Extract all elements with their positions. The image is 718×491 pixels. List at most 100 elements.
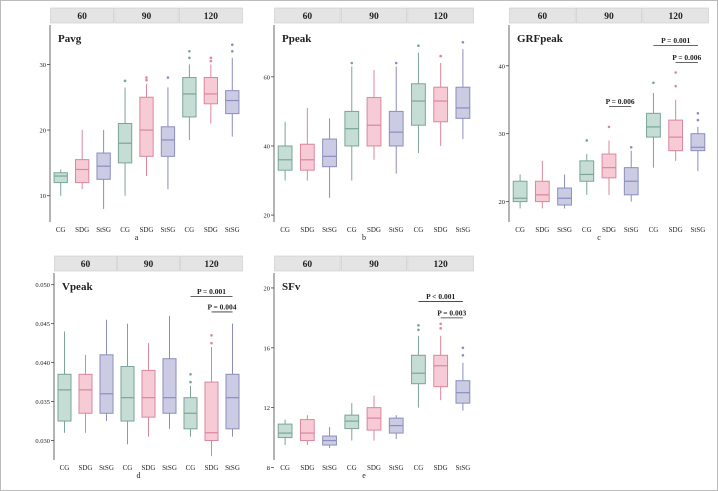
facet-strip — [407, 7, 474, 24]
facet-strip — [180, 255, 243, 272]
x-tick-label: StSG — [162, 464, 177, 472]
box-cg — [344, 414, 360, 430]
panel-letter: a — [135, 233, 139, 242]
facet-strip — [340, 255, 408, 272]
y-tick-label: 40 — [499, 63, 506, 70]
facet-label: 90 — [142, 12, 152, 22]
outlier-point — [585, 139, 589, 142]
facet-strip — [274, 255, 341, 272]
outlier-point — [652, 81, 655, 85]
box-stsg — [690, 133, 706, 152]
facet-label: 120 — [434, 12, 449, 22]
x-tick-label: StSG — [225, 464, 240, 472]
y-tick-label: 0.040 — [35, 360, 50, 367]
facet-strip — [642, 7, 709, 24]
panel-title: GRFpeak — [517, 33, 564, 45]
x-tick-label: StSG — [690, 226, 705, 234]
x-tick-label: StSG — [99, 464, 114, 472]
outlier-point — [674, 84, 677, 88]
x-tick-label: CG — [120, 226, 130, 234]
outlier-point — [145, 78, 148, 82]
x-tick-label: StSG — [557, 226, 572, 234]
facet-label: 120 — [204, 12, 219, 22]
box-cg — [182, 77, 197, 118]
box-sdg — [78, 373, 93, 414]
x-tick-label: StSG — [389, 464, 404, 472]
x-tick-label: StSG — [389, 226, 404, 234]
y-tick-label: 0.045 — [35, 321, 50, 328]
box-cg — [120, 366, 135, 422]
outlier-point — [439, 54, 442, 58]
panel-b: 60 90 120 20 40 60 Ppeak CG SDG StSG CG SDG StSG CG SD… — [264, 7, 474, 242]
y-tick-label: 0.050 — [35, 282, 50, 289]
outlier-point — [461, 40, 465, 44]
p-value-label: P = 0.006 — [606, 97, 635, 106]
p-value-label: P = 0.006 — [672, 53, 701, 62]
x-tick-label: SDG — [535, 226, 549, 234]
outlier-point — [350, 61, 354, 65]
x-tick-label: SDG — [75, 226, 89, 234]
y-tick-label: 20 — [264, 213, 271, 220]
box-stsg — [388, 110, 404, 147]
box-cg — [512, 180, 528, 203]
facet-label: 120 — [434, 260, 449, 270]
x-tick-label: SDG — [602, 226, 616, 234]
p-value-label: P = 0.001 — [661, 36, 690, 45]
outlier-point — [145, 76, 148, 79]
p-value-label: P = 0.003 — [437, 308, 466, 317]
facet-label: 60 — [81, 260, 91, 270]
outlier-point — [123, 79, 127, 83]
box-sdg — [534, 180, 550, 203]
outlier-point — [394, 61, 398, 65]
outlier-point — [210, 341, 213, 345]
x-tick-label: StSG — [322, 226, 337, 234]
x-tick-label: CG — [280, 226, 290, 234]
x-tick-label: StSG — [96, 226, 111, 234]
outlier-point — [230, 49, 234, 53]
x-tick-label: StSG — [322, 464, 337, 472]
x-tick-label: SDG — [139, 226, 153, 234]
x-tick-label: SDG — [78, 464, 92, 472]
facet-label: 90 — [604, 12, 614, 22]
facet-label: 90 — [144, 260, 154, 270]
box-cg — [277, 423, 293, 439]
box-sdg — [139, 96, 154, 157]
x-tick-label: CG — [123, 464, 133, 472]
outlier-point — [461, 353, 465, 357]
x-tick-label: CG — [185, 226, 195, 234]
x-tick-label: StSG — [624, 226, 639, 234]
box-sdg — [366, 97, 382, 147]
box-stsg — [225, 90, 240, 115]
panel-e: 60 90 120 8 12 16 20 SFv CG SDG StSG CG SDG StSG CG SDG… — [264, 255, 474, 480]
y-tick-label: 20 — [264, 285, 271, 292]
y-tick-label: 8 — [267, 465, 270, 472]
x-tick-label: CG — [582, 226, 592, 234]
outlier-point — [189, 380, 192, 384]
panel-title: SFv — [282, 281, 301, 293]
box-stsg — [455, 380, 471, 404]
x-tick-label: SDG — [434, 464, 448, 472]
x-tick-label: CG — [515, 226, 525, 234]
box-sdg — [433, 86, 449, 123]
box-cg — [579, 160, 595, 182]
facet-label: 60 — [303, 12, 313, 22]
facet-label: 120 — [669, 12, 684, 22]
y-tick-label: 0.030 — [35, 438, 50, 445]
y-tick-label: 16 — [264, 345, 271, 352]
outlier-point — [210, 334, 213, 337]
p-value-label: P = 0.001 — [197, 287, 226, 296]
outlier-point — [230, 43, 234, 46]
facet-strip — [178, 7, 243, 24]
outlier-point — [189, 372, 192, 376]
panel-d: 60 90 120 0.030 0.035 0.040 0.045 0.050 Vpeak CG S… — [35, 255, 243, 480]
x-tick-label: CG — [280, 464, 290, 472]
box-sdg — [366, 407, 382, 431]
outlier-point — [696, 112, 700, 115]
x-tick-label: CG — [649, 226, 659, 234]
facet-label: 60 — [303, 260, 313, 270]
box-stsg — [160, 126, 176, 157]
outlier-point — [188, 49, 191, 53]
box-sdg — [299, 419, 315, 442]
outlier-point — [696, 118, 700, 122]
outlier-point — [417, 324, 420, 327]
